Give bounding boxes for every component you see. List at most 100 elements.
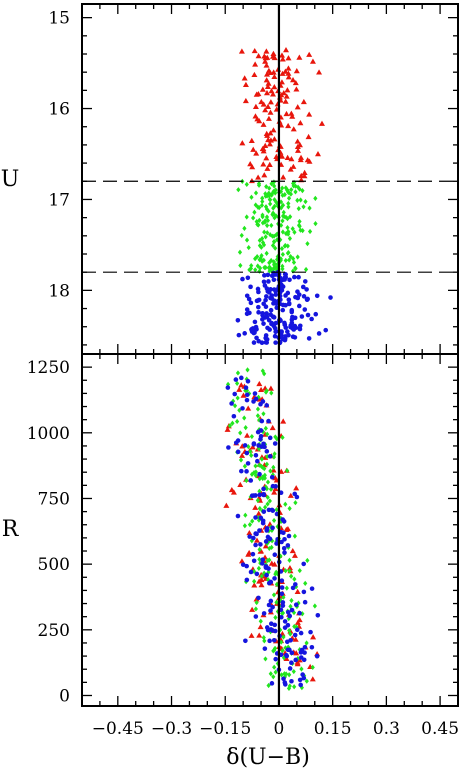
bottom-series-1-point — [256, 632, 263, 638]
bottom-series-3-point — [301, 589, 307, 595]
bottom-series-2-point — [259, 463, 264, 469]
bottom-series-3-point — [266, 418, 271, 424]
top-series-3-point — [268, 307, 274, 313]
top-series-1-point — [270, 69, 277, 75]
top-series-2-point — [263, 191, 268, 197]
top-series-2-point — [285, 225, 290, 231]
bottom-series-3-point — [264, 403, 270, 408]
bottom-series-1-point — [253, 537, 260, 543]
top-series-2-point — [279, 205, 284, 211]
top-series-1-point — [249, 164, 256, 170]
bottom-series-3-point — [287, 647, 292, 653]
top-series-1-point — [239, 140, 246, 146]
top-series-2-point — [236, 187, 241, 193]
top-series-1-point — [297, 120, 304, 126]
top-series-3-point — [254, 335, 259, 341]
top-series-2-point — [283, 185, 288, 191]
top-series-1-point — [282, 68, 289, 74]
bottom-series-3-point — [232, 391, 238, 397]
bottom-series-3-point — [267, 638, 272, 644]
top-series-1-point — [301, 173, 308, 179]
bottom-series-3-point — [287, 666, 293, 671]
bottom-series-3-point — [264, 572, 269, 578]
top-series-2-point — [259, 244, 264, 250]
top-series-2-point — [262, 264, 267, 271]
bottom-series-2-point — [249, 433, 254, 440]
top-series-2-point — [286, 195, 292, 201]
top-series-2-point — [242, 225, 247, 231]
bottom-series-1-point — [255, 510, 262, 516]
top-series-1-point — [261, 172, 268, 178]
top-series-3-point — [266, 279, 271, 284]
top-series-2-point — [295, 254, 300, 260]
top-series-2-point — [280, 192, 285, 198]
bottom-series-2-point — [265, 557, 270, 564]
bottom-series-3-point — [258, 428, 264, 433]
top-series-2-point — [261, 257, 266, 263]
bottom-series-2-point — [271, 464, 276, 470]
bottom-series-2-point — [252, 578, 257, 584]
top-series-1-point — [264, 165, 271, 171]
top-series-3-point — [285, 290, 291, 296]
bottom-series-3-point — [235, 438, 241, 443]
top-series-2-point — [296, 222, 302, 228]
bottom-series-2-point — [260, 429, 266, 435]
top-series-2-point — [268, 232, 273, 238]
bottom-series-1-point — [256, 380, 263, 387]
top-series-1-point — [287, 166, 294, 172]
bottom-series-3-point — [252, 391, 258, 396]
bottom-x-tick-label: 0.3 — [373, 719, 400, 739]
top-series-2-point — [313, 220, 318, 227]
top-series-3-point — [285, 329, 290, 334]
top-series-1-point — [258, 98, 265, 105]
bottom-series-2-point — [263, 656, 268, 662]
top-series-1-point — [285, 122, 292, 129]
bottom-series-2-point — [235, 380, 240, 387]
bottom-series-2-point — [250, 518, 255, 524]
top-series-2-point — [272, 183, 277, 189]
bottom-series-1-point — [249, 444, 256, 450]
bottom-series-2-point — [289, 573, 294, 579]
top-series-2-point — [293, 189, 298, 195]
bottom-series-1-point — [223, 502, 230, 508]
top-series-2-point — [268, 201, 273, 207]
top-series-2-point — [256, 181, 262, 187]
bottom-series-2-point — [294, 624, 299, 630]
top-series-3-point — [261, 321, 266, 326]
top-series-1-point — [265, 136, 272, 143]
bottom-series-3-point — [266, 602, 272, 608]
bottom-series-3-point — [240, 562, 246, 567]
bottom-series-3-point — [244, 469, 249, 474]
top-series-2-point — [264, 184, 269, 190]
top-series-3-point — [314, 293, 320, 299]
top-series-1-point — [266, 161, 273, 167]
bottom-series-3-point — [268, 598, 274, 604]
bottom-series-3-point — [269, 474, 275, 480]
bottom-series-2-point — [285, 468, 290, 474]
bottom-series-2-point — [268, 468, 273, 474]
top-series-1-point — [263, 62, 270, 68]
bottom-series-2-point — [267, 545, 272, 552]
top-series-3-point — [296, 274, 301, 280]
top-series-2-point — [293, 265, 298, 271]
bottom-series-2-point — [261, 411, 266, 417]
top-series-1-point — [283, 47, 290, 53]
bottom-x-tick-label: −0.15 — [199, 719, 251, 739]
top-series-2-point — [265, 222, 270, 229]
bottom-series-3-point — [290, 585, 296, 591]
bottom-series-2-point — [249, 538, 254, 544]
top-series-1-point — [260, 161, 267, 167]
top-series-3-point — [269, 296, 275, 301]
top-series-2-point — [260, 220, 265, 226]
bottom-series-2-point — [242, 415, 247, 421]
top-series-2-point — [263, 234, 268, 240]
bottom-series-2-point — [265, 577, 271, 583]
bottom-series-2-point — [312, 603, 317, 609]
bottom-series-1-point — [287, 492, 294, 498]
top-series-1-point — [306, 51, 313, 57]
top-series-1-point — [263, 77, 270, 83]
top-series-2-point — [249, 194, 254, 200]
bottom-series-2-point — [255, 406, 261, 412]
top-series-1-point — [284, 154, 291, 161]
